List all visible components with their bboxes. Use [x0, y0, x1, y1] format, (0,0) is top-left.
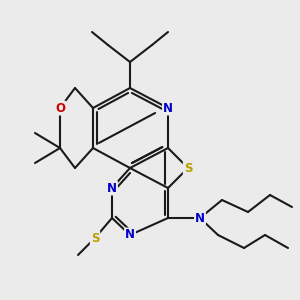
Text: N: N: [195, 212, 205, 224]
Text: S: S: [184, 161, 192, 175]
Text: N: N: [107, 182, 117, 194]
Text: N: N: [125, 229, 135, 242]
Text: N: N: [163, 101, 173, 115]
Text: O: O: [55, 101, 65, 115]
Text: S: S: [91, 232, 99, 244]
